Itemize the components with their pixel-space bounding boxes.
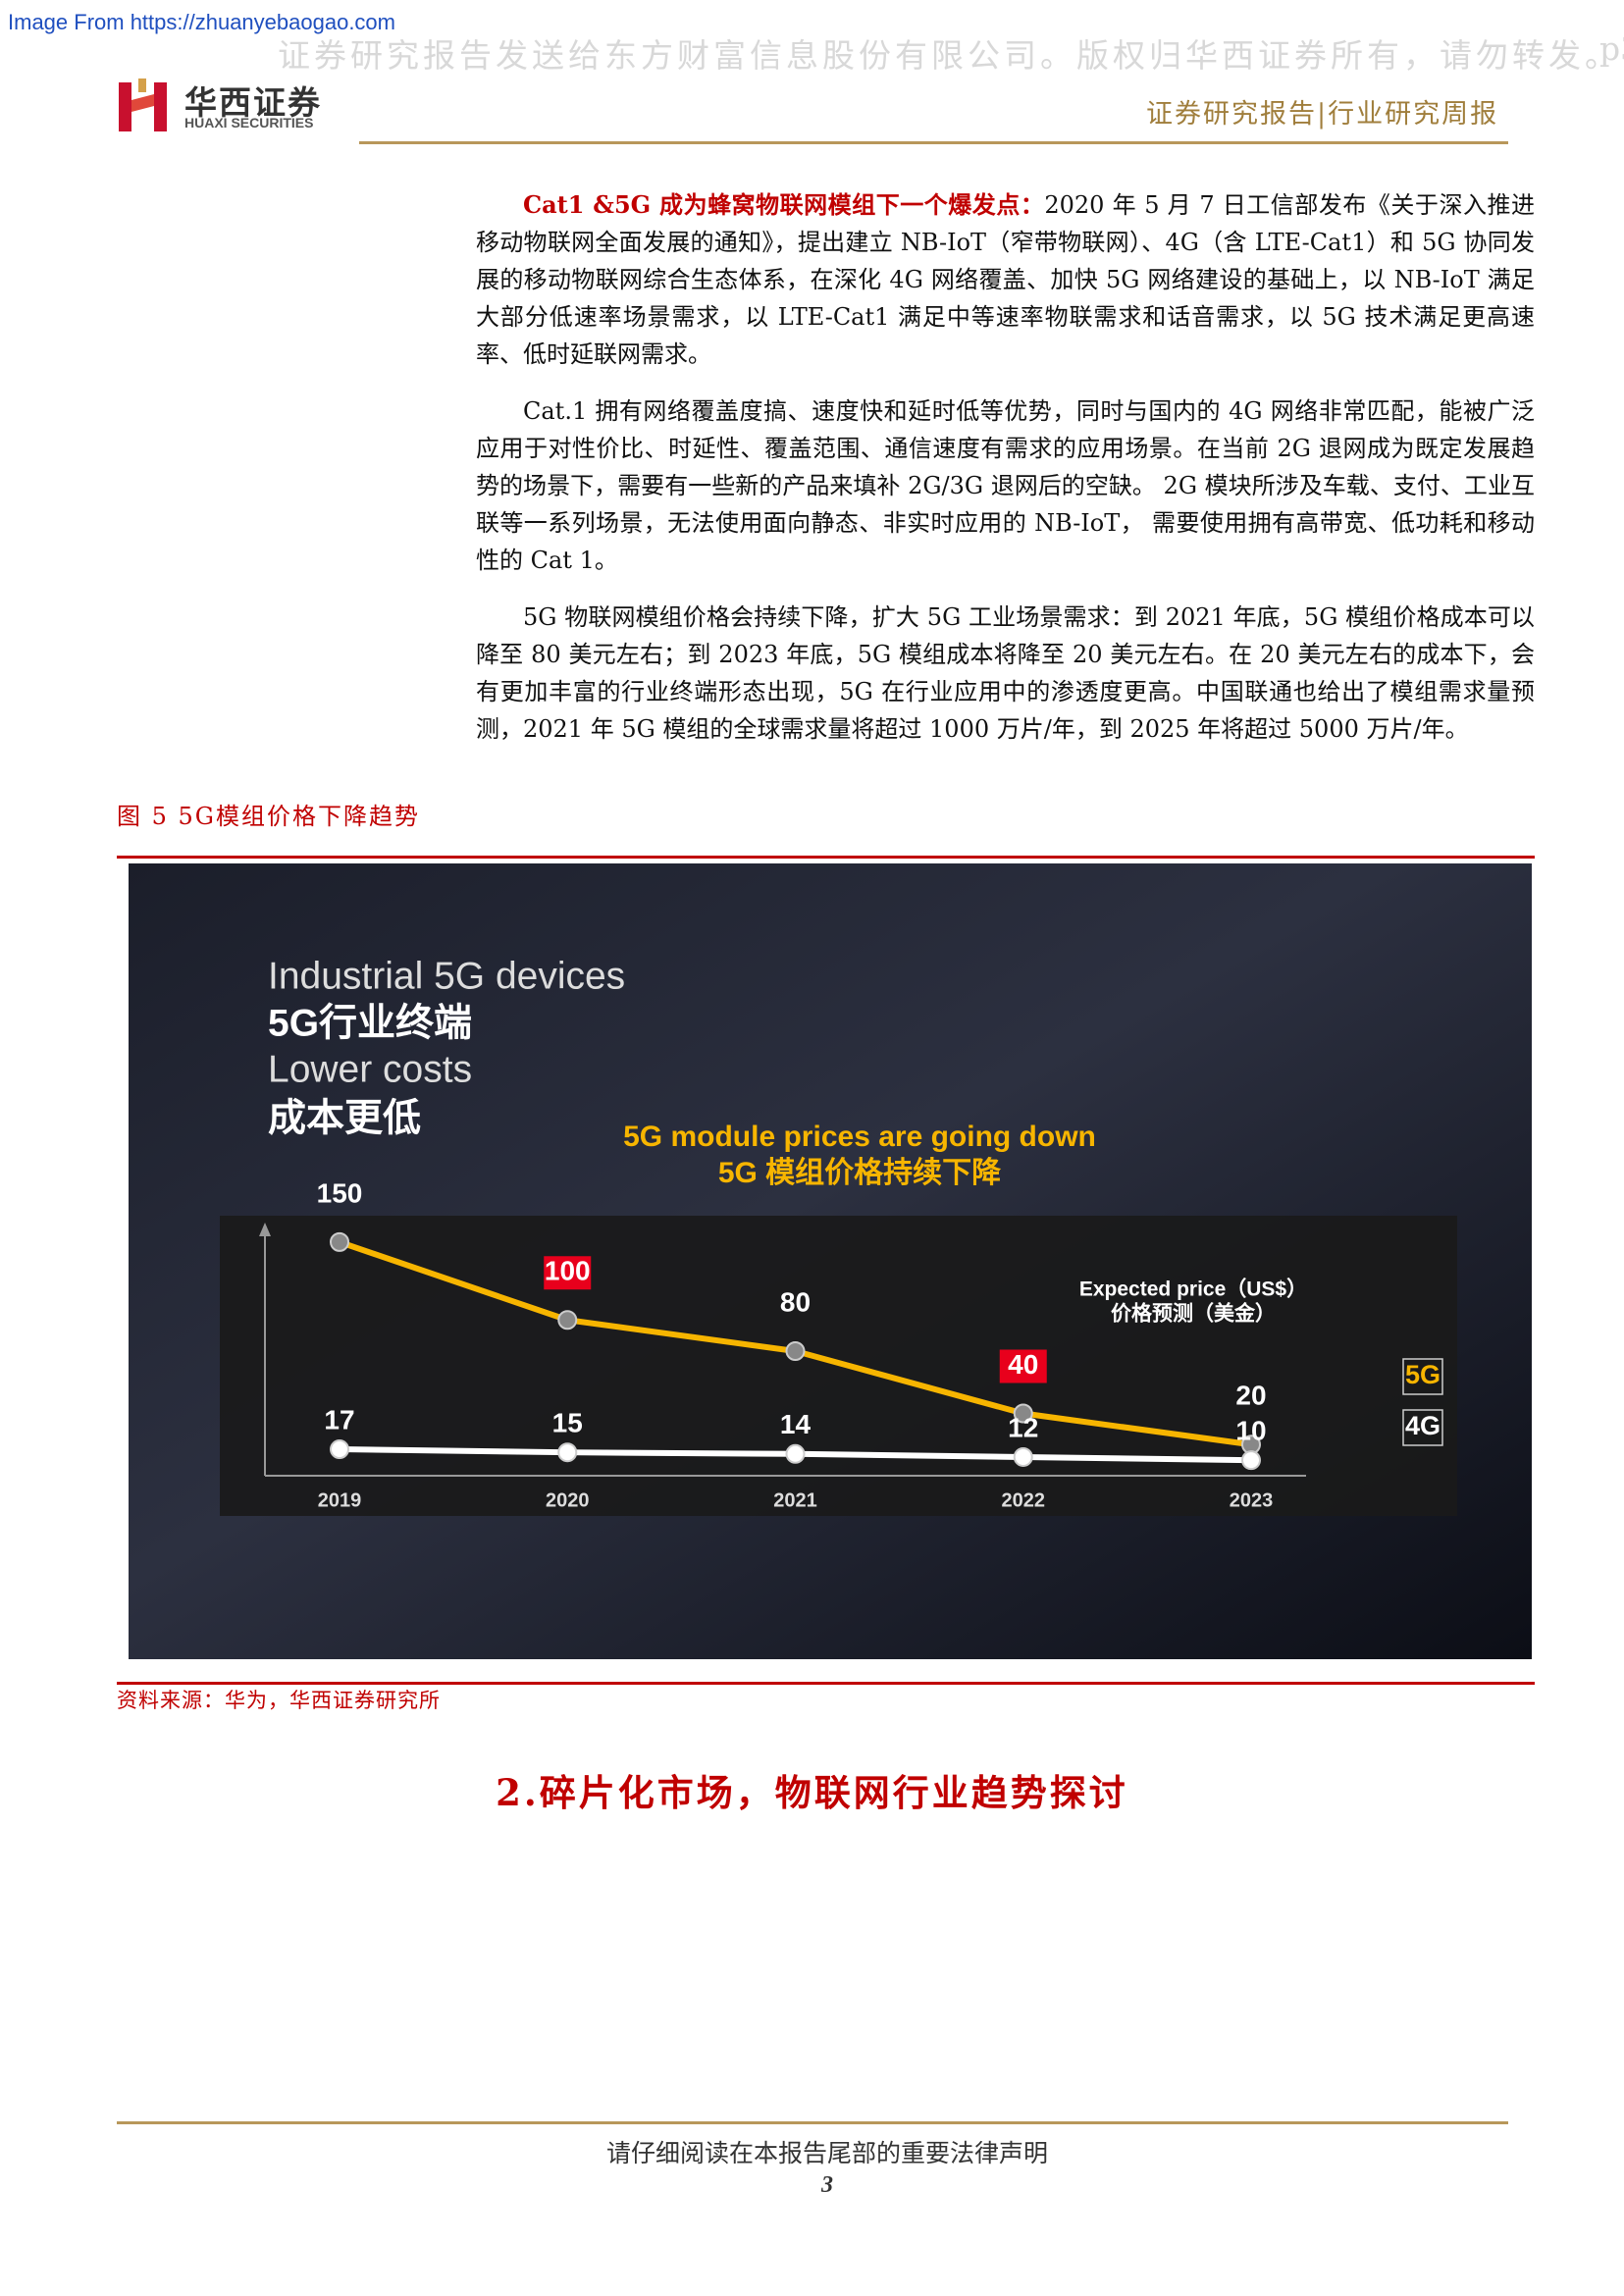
x-tick-label: 2022 [1002, 1489, 1046, 1511]
x-tick-label: 2019 [318, 1489, 362, 1511]
value-label: 100 [545, 1256, 591, 1286]
value-label-box [544, 1256, 592, 1290]
data-point [1013, 1446, 1033, 1467]
copyright-notice: 证券研究报告发送给东方财富信息股份有限公司。版权归华西证券所有，请勿转发。 [278, 36, 1621, 75]
report-type: 证券研究报告|行业研究周报 [1146, 99, 1499, 130]
page-number: 3 [821, 2172, 833, 2198]
legend-box [1402, 1409, 1443, 1446]
legend-label: 5G [1405, 1360, 1441, 1389]
legend-label: 4G [1405, 1411, 1441, 1440]
data-point [330, 1439, 349, 1460]
value-label: 15 [552, 1408, 583, 1438]
data-point [330, 1231, 349, 1252]
logo-name: 华西证券 [184, 84, 322, 121]
data-point [1013, 1403, 1033, 1424]
value-label: 17 [324, 1404, 354, 1435]
figure-caption: 图 5 5G模组价格下降趋势 [117, 803, 420, 830]
value-label: 10 [1235, 1416, 1266, 1446]
annotation-zh: 5G 模组价格持续下降 [718, 1156, 1002, 1189]
y-axis-arrow [259, 1223, 271, 1236]
value-label: 20 [1235, 1381, 1266, 1411]
chart-subtitle-zh: 成本更低 [268, 1097, 421, 1139]
value-label: 12 [1008, 1412, 1038, 1442]
data-point [1241, 1450, 1261, 1471]
footer-notice: 请仔细阅读在本报告尾部的重要法律声明 [605, 2140, 1048, 2167]
page-marker: p3 [1599, 29, 1624, 68]
chart-title: Industrial 5G devices [268, 955, 625, 997]
y-axis-label: Expected price（US$） [1079, 1278, 1307, 1301]
paragraph-lead: Cat1 &5G 成为蜂窝物联网模组下一个爆发点： [523, 190, 1045, 219]
body-text: Cat1 &5G 成为蜂窝物联网模组下一个爆发点：2020 年 5 月 7 日工… [476, 186, 1535, 767]
x-tick-label: 2020 [546, 1489, 590, 1511]
chart-title-zh: 5G行业终端 [268, 1002, 472, 1044]
paragraph-text: 2020 年 5 月 7 日工信部发布《关于深入推进移动物联网全面发展的通知》，… [476, 191, 1536, 368]
value-label: 150 [317, 1177, 363, 1208]
data-point [785, 1443, 806, 1464]
figure-rule [117, 1682, 1535, 1685]
annotation: 5G module prices are going down [623, 1121, 1096, 1153]
value-label: 40 [1008, 1349, 1038, 1380]
chart: Industrial 5G devices 5G行业终端 Lower costs… [129, 863, 1532, 1659]
paragraph: Cat.1 拥有网络覆盖度搞、速度快和延时低等优势，同时与国内的 4G 网络非常… [476, 397, 1535, 574]
data-point [557, 1442, 578, 1463]
figure-source: 资料来源：华为，华西证券研究所 [117, 1689, 441, 1712]
x-tick-label: 2021 [773, 1489, 817, 1511]
x-tick-label: 2023 [1230, 1489, 1274, 1511]
legend-box [1402, 1358, 1443, 1395]
value-label: 14 [780, 1409, 812, 1439]
paragraph: 5G 物联网模组价格会持续下降，扩大 5G 工业场景需求：到 2021 年底，5… [476, 603, 1535, 743]
data-point [785, 1341, 806, 1361]
paragraph: Cat1 &5G 成为蜂窝物联网模组下一个爆发点：2020 年 5 月 7 日工… [476, 186, 1535, 373]
section-heading: 2.碎片化市场，物联网行业趋势探讨 [496, 1771, 1128, 1814]
footer-rule [117, 2121, 1508, 2124]
logo-english: HUAXI SECURITIES [184, 115, 314, 130]
logo-icon [119, 78, 167, 131]
chart-subtitle: Lower costs [268, 1048, 472, 1090]
data-point [557, 1310, 578, 1331]
source-watermark: Image From https://zhuanyebaogao.com [8, 10, 395, 34]
value-label: 80 [780, 1286, 811, 1317]
header-rule [359, 141, 1508, 144]
figure-rule [117, 856, 1535, 859]
y-axis-label-zh: 价格预测（美金） [1111, 1302, 1276, 1326]
value-label-box [999, 1349, 1047, 1383]
